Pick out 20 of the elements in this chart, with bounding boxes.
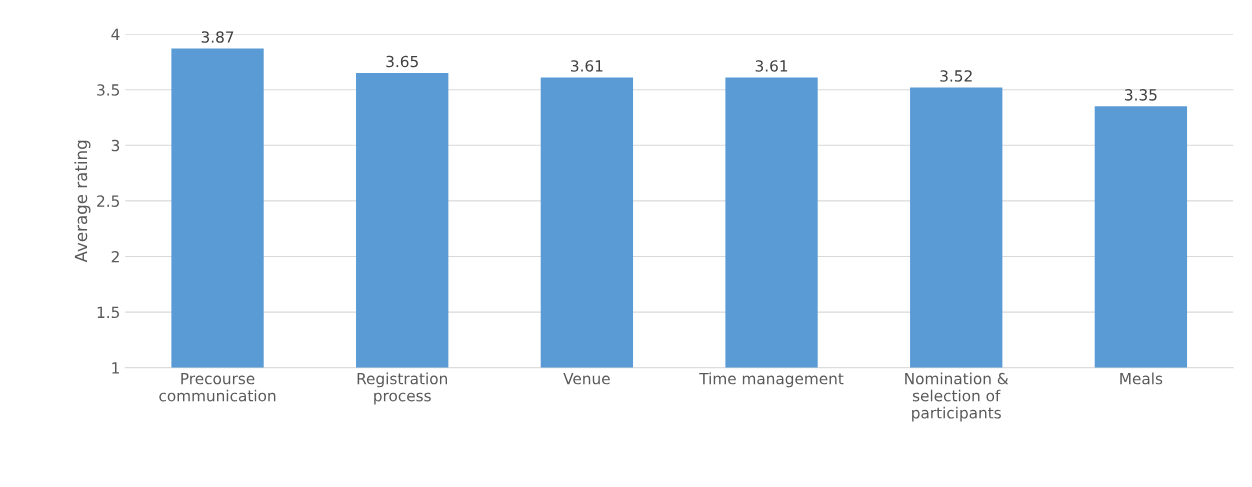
data-label: 3.65: [386, 55, 418, 68]
x-tick-label: Registration process: [357, 372, 447, 405]
data-label: 3.87: [201, 31, 234, 43]
y-axis-title: Average rating: [74, 140, 91, 263]
y-tick-label: 4: [111, 28, 120, 40]
x-tick-label: Meals: [1120, 372, 1163, 385]
y-tick-label: 1: [112, 362, 119, 374]
x-tick-label: Precourse communication: [159, 373, 276, 402]
x-tick-label: Time management: [699, 372, 844, 388]
y-tick-label: 3: [111, 139, 120, 152]
y-tick-label: 1.5: [97, 306, 120, 319]
y-tick-label: 2: [111, 250, 119, 263]
data-label: 3.61: [755, 60, 788, 72]
y-tick-label: 3.5: [97, 84, 120, 96]
data-label: 3.35: [1125, 89, 1157, 101]
y-tick-label: 2.5: [97, 195, 120, 207]
data-label: 3.61: [571, 60, 603, 72]
x-tick-label: Nomination & selection of participants: [905, 372, 1009, 422]
data-label: 3.52: [940, 70, 972, 82]
x-tick-label: Venue: [563, 373, 610, 385]
